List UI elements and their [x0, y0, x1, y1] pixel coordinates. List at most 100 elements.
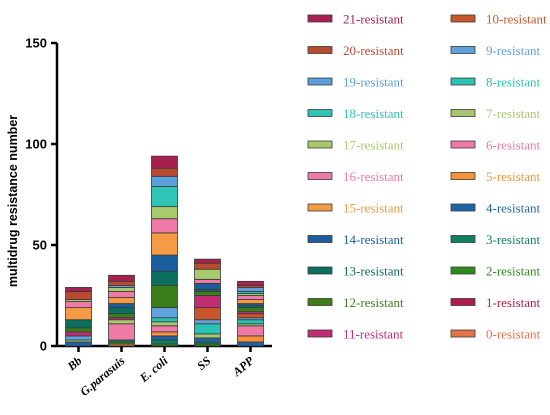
bar-segment-12-resistant [194, 291, 221, 296]
x-category-label: G.parasuis [77, 353, 127, 398]
bar-segment-8-resistant [151, 317, 178, 323]
bar-segment-4-resistant [237, 341, 264, 347]
bar-segment-7-resistant [194, 333, 221, 339]
legend-label: 7-resistant [486, 106, 541, 121]
bar-segment-7-resistant [151, 321, 178, 327]
axes: 0 50 100 150 BbG.parasuis E. coli SS APP [25, 36, 272, 399]
bar-segment-20-resistant [194, 262, 221, 270]
legend-swatch [307, 109, 333, 117]
bar-segment-14-resistant [108, 303, 135, 309]
bar-segment-5-resistant [151, 331, 178, 337]
legend-swatch [307, 46, 333, 54]
x-category-label: Bb [64, 354, 85, 374]
y-axis-label: multidrug resistance number [6, 115, 20, 287]
bar-segment-18-resistant [151, 186, 178, 208]
bar-segment-21-resistant [237, 280, 264, 286]
legend-label: 17-resistant [343, 138, 404, 153]
legend-swatch [307, 298, 333, 306]
legend-swatch [307, 77, 333, 86]
legend: 21-resistant 20-resistant 19-resistant 18-r… [307, 12, 547, 342]
bar-segment-11-resistant [194, 295, 221, 309]
bar-segment-12-resistant [237, 307, 264, 313]
legend-label: 10-resistant [486, 12, 547, 27]
bar-segment-21-resistant [108, 274, 135, 282]
bar-segment-14-resistant [151, 254, 178, 272]
bar-segment-12-resistant [151, 284, 178, 309]
bar-segment-19-resistant [151, 175, 178, 187]
legend-swatch [450, 14, 476, 23]
y-tick-label: 50 [33, 238, 47, 253]
legend-label: 14-resistant [343, 232, 404, 247]
legend-label: 15-resistant [343, 201, 404, 216]
bar-segment-20-resistant [65, 291, 92, 300]
bar-segment-14-resistant [194, 282, 221, 290]
bar-segment-17-resistant [194, 268, 221, 280]
bar-segment-5-resistant [237, 335, 264, 343]
bar-segment-10-resistant [237, 313, 264, 319]
legend-label: 13-resistant [343, 264, 404, 279]
legend-label: 20-resistant [343, 43, 404, 58]
bar-segment-13-resistant [65, 319, 92, 329]
bar-segment-12-resistant [65, 327, 92, 333]
bar-segment-8-resistant [194, 323, 221, 335]
legend-swatch [450, 266, 476, 275]
legend-label: 11-resistant [343, 327, 404, 342]
legend-swatch [307, 266, 333, 275]
bar-segment-15-resistant [237, 299, 264, 304]
legend-swatch [307, 203, 333, 212]
legend-label: 4-resistant [486, 201, 541, 216]
legend-swatch [307, 172, 333, 180]
y-tick-label: 100 [25, 137, 47, 152]
legend-label: 9-resistant [486, 43, 541, 58]
bar-segment-21-resistant [194, 258, 221, 264]
bar-segment-12-resistant [108, 313, 135, 319]
x-category-label: APP [229, 353, 257, 379]
bar-segment-4-resistant [194, 337, 221, 343]
legend-swatch [450, 140, 476, 149]
bar-segment-19-resistant [237, 287, 264, 292]
legend-swatch [450, 109, 476, 117]
bar-segment-17-resistant [108, 287, 135, 292]
legend-swatch [307, 140, 333, 149]
bar-segment-16-resistant [151, 218, 178, 234]
bar-segment-3-resistant [151, 339, 178, 345]
legend-label: 16-resistant [343, 169, 404, 184]
x-category-label: E. coli [136, 353, 171, 385]
legend-swatch [450, 203, 476, 212]
bar-segment-9-resistant [194, 319, 221, 325]
legend-swatch [307, 329, 333, 338]
bar-segment-13-resistant [151, 270, 178, 286]
legend-label: 1-resistant [486, 295, 541, 310]
legend-label: 0-resistant [486, 327, 541, 342]
y-tick-label: 150 [25, 36, 47, 51]
axis-labels: multidrug resistance number [6, 115, 20, 287]
bar-segment-4-resistant [65, 341, 92, 347]
bar-segment-13-resistant [108, 307, 135, 315]
legend-swatch [450, 172, 476, 180]
bar-segment-20-resistant [108, 280, 135, 286]
bar-segment-17-resistant [151, 206, 178, 220]
y-tick-label: 0 [40, 339, 47, 354]
legend-swatch [450, 77, 476, 86]
legend-swatch [450, 235, 476, 243]
bar-segment-15-resistant [108, 297, 135, 304]
bar-segment-4-resistant [151, 335, 178, 341]
bar-segment-11-resistant [65, 331, 92, 337]
bar-segment-8-resistant [237, 319, 264, 325]
bar-segment-9-resistant [151, 307, 178, 319]
legend-label: 3-resistant [486, 232, 541, 247]
bar-segment-15-resistant [151, 232, 178, 256]
legend-swatch [450, 298, 476, 306]
legend-label: 2-resistant [486, 264, 541, 279]
bars [65, 155, 264, 347]
legend-swatch [307, 14, 333, 23]
bar-segment-10-resistant [194, 307, 221, 321]
bar-segment-9-resistant [65, 335, 92, 341]
legend-label: 19-resistant [343, 75, 404, 90]
bar-segment-16-resistant [108, 291, 135, 298]
legend-label: 21-resistant [343, 12, 404, 27]
legend-label: 18-resistant [343, 106, 404, 121]
legend-swatch [450, 329, 476, 338]
bar-segment-21-resistant [65, 287, 92, 292]
